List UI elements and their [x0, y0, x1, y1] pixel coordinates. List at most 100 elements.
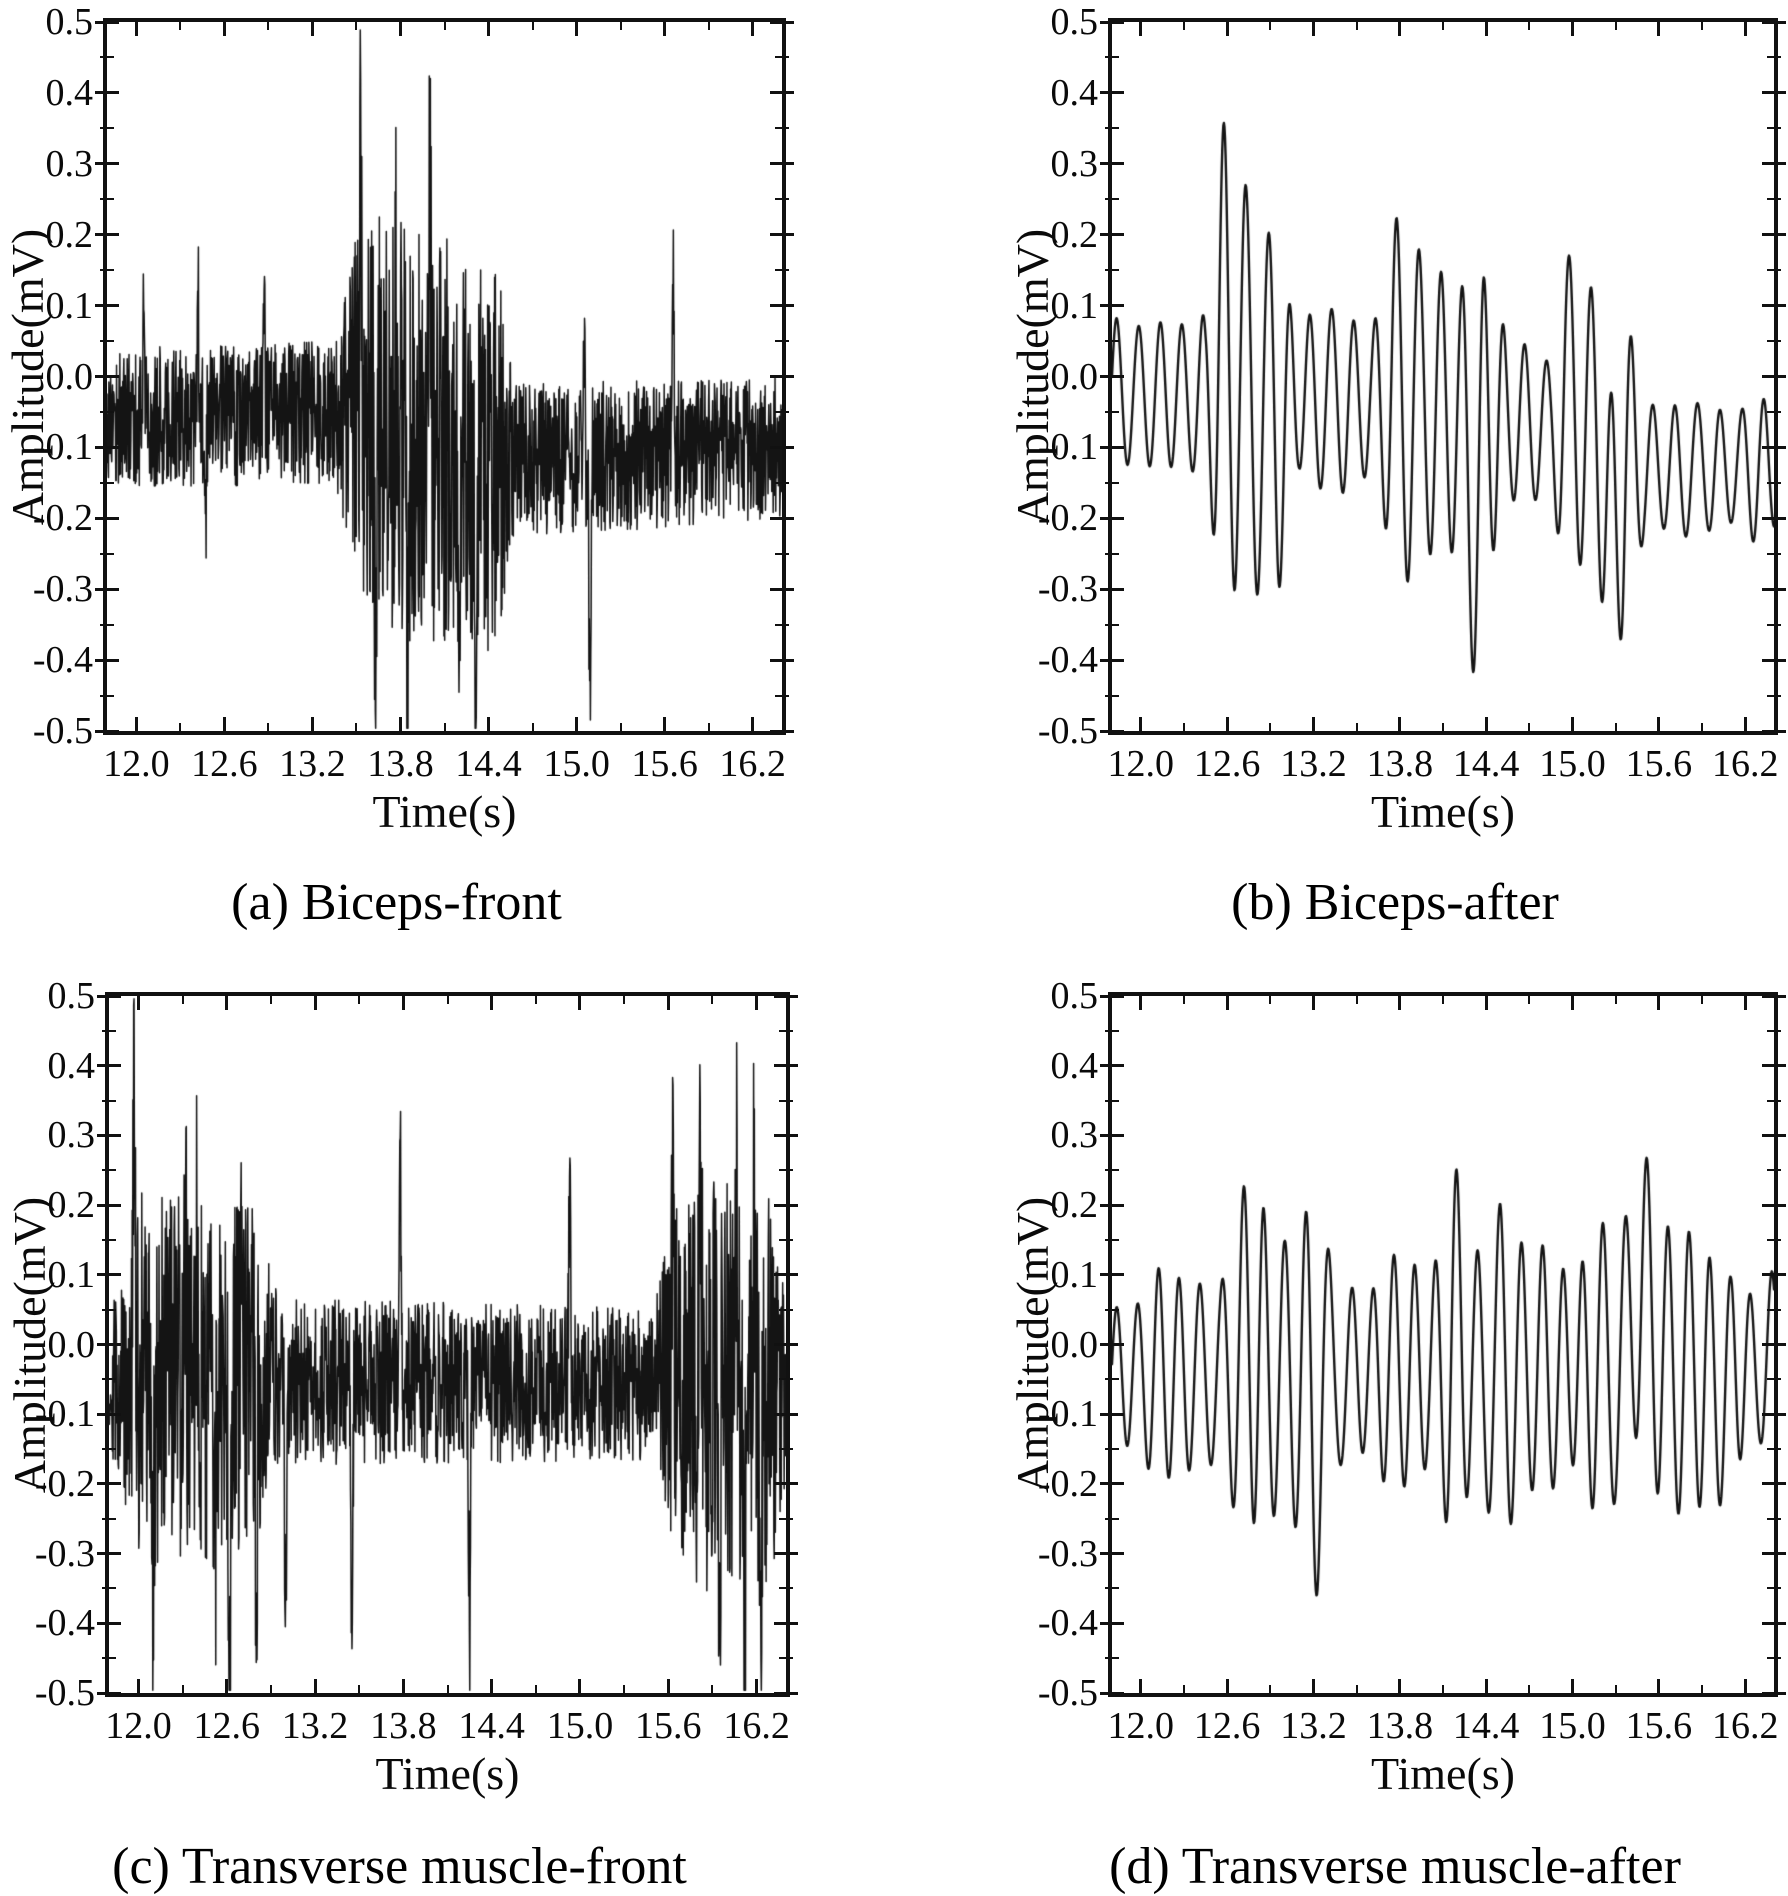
y-major-tick [1762, 1691, 1786, 1695]
y-minor-tick [1767, 340, 1781, 343]
y-major-tick [1100, 658, 1124, 662]
y-minor-tick [1767, 1517, 1781, 1520]
y-tick-label: -0.5 [34, 1672, 95, 1714]
y-major-tick [1100, 233, 1124, 237]
x-minor-tick [1182, 992, 1185, 1004]
y-major-tick [1762, 1552, 1786, 1556]
x-tick-label: 15.0 [546, 1705, 614, 1747]
x-tick-label: 16.2 [723, 1705, 790, 1747]
x-minor-tick [179, 723, 182, 731]
x-minor-tick [443, 723, 446, 731]
x-major-tick [1571, 717, 1575, 731]
x-tick-label: 12.0 [1107, 743, 1175, 785]
y-major-tick [1100, 1552, 1124, 1556]
y-minor-tick [1767, 56, 1781, 59]
y-tick-label: 0.2 [45, 213, 94, 256]
y-major-tick [774, 1691, 798, 1695]
x-major-tick [1743, 1679, 1747, 1693]
y-major-tick [1100, 1133, 1124, 1137]
y-minor-tick [775, 198, 789, 201]
y-tick-label: 0.1 [45, 284, 94, 327]
y-minor-tick [1105, 1517, 1119, 1520]
x-minor-tick [446, 1685, 449, 1693]
subplot-caption-a: (a) Biceps-front [231, 874, 562, 931]
y-minor-tick [1105, 1308, 1119, 1311]
x-major-tick [1657, 18, 1661, 36]
plot-area-d: 0.5 0.4 0.3 0.2 0.1 0.0 -0.1 -0.2 -0.3 -0.4 -0.5 12… [1038, 975, 1786, 1747]
y-tick-label: 0.0 [1050, 1323, 1099, 1366]
x-major-tick [134, 717, 138, 731]
y-tick-label: 0.1 [1050, 284, 1099, 327]
x-major-tick [1311, 717, 1315, 731]
x-major-tick [310, 717, 314, 731]
x-minor-tick [1701, 1685, 1704, 1693]
x-axis-title-a: Time(s) [372, 786, 517, 837]
x-minor-tick [531, 18, 534, 30]
x-major-tick [225, 992, 229, 1010]
x-major-tick [1657, 992, 1661, 1010]
y-tick-label: -0.2 [32, 497, 93, 540]
x-major-tick [755, 992, 759, 1010]
y-major-tick [97, 1482, 121, 1486]
y-tick-label: 0.4 [1050, 1044, 1099, 1087]
y-major-tick [774, 994, 798, 998]
y-major-tick [770, 375, 794, 378]
x-major-tick [1743, 18, 1747, 36]
y-major-tick [95, 20, 119, 24]
y-tick-label: 0.2 [1050, 213, 1099, 256]
y-minor-tick [100, 340, 114, 343]
x-minor-tick [443, 18, 446, 30]
y-minor-tick [1767, 198, 1781, 201]
y-minor-tick [779, 1517, 793, 1520]
y-tick-label: 0.3 [1050, 142, 1099, 185]
y-minor-tick [779, 1169, 793, 1172]
y-tick-label: 0.4 [47, 1044, 96, 1087]
y-tick-label: -0.3 [34, 1532, 95, 1575]
y-major-tick [1762, 1273, 1786, 1277]
x-minor-tick [1614, 723, 1617, 731]
y-major-tick [1100, 304, 1124, 308]
y-tick-label: -0.4 [34, 1602, 95, 1645]
y-major-tick [1100, 1621, 1124, 1625]
x-major-tick [1139, 18, 1143, 36]
x-major-tick [666, 992, 670, 1010]
x-minor-tick [1182, 18, 1185, 30]
x-tick-label: 13.8 [1366, 1705, 1434, 1747]
x-major-tick [313, 992, 317, 1010]
x-tick-label: 12.0 [1107, 1705, 1175, 1747]
x-major-tick [1743, 992, 1747, 1010]
y-tick-label: 0.0 [1050, 355, 1099, 398]
y-major-tick [1100, 1064, 1124, 1068]
y-major-tick [1762, 516, 1786, 520]
y-tick-label: -0.2 [1037, 1462, 1098, 1505]
y-tick-label: 0.0 [45, 355, 94, 398]
y-major-tick [774, 1273, 798, 1277]
y-minor-tick [100, 56, 114, 59]
x-major-tick [1571, 992, 1575, 1010]
y-minor-tick [775, 56, 789, 59]
y-major-tick [97, 1412, 121, 1416]
x-major-tick [751, 18, 755, 36]
y-minor-tick [1105, 1448, 1119, 1451]
x-minor-tick [1355, 1685, 1358, 1693]
y-minor-tick [102, 1099, 116, 1102]
y-minor-tick [102, 1029, 116, 1032]
x-minor-tick [446, 992, 449, 1004]
y-major-tick [1762, 1343, 1786, 1346]
y-major-tick [95, 587, 119, 591]
y-minor-tick [775, 127, 789, 130]
x-major-tick [136, 992, 140, 1010]
y-minor-tick [1105, 198, 1119, 201]
y-tick-label: -0.2 [1037, 497, 1098, 540]
x-major-tick [313, 1679, 317, 1693]
y-tick-label: -0.5 [32, 710, 93, 752]
y-minor-tick [1767, 1378, 1781, 1381]
y-major-tick [1762, 658, 1786, 662]
y-major-tick [95, 658, 119, 662]
y-tick-label: -0.3 [1037, 568, 1098, 611]
y-major-tick [1100, 162, 1124, 166]
y-minor-tick [779, 1448, 793, 1451]
waveform-a [107, 22, 782, 731]
x-major-tick [1398, 18, 1402, 36]
y-minor-tick [102, 1169, 116, 1172]
